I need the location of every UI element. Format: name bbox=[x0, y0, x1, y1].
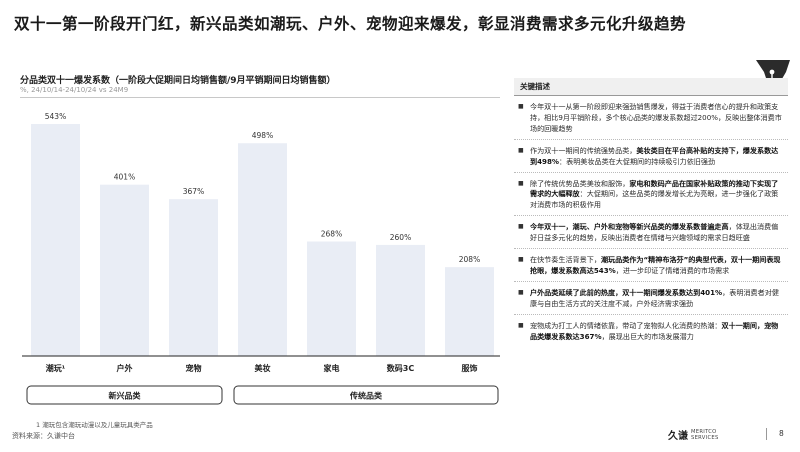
observation-text: ：大促期间，这些品类的爆发增长尤为亮眼，进一步强化了政策对消费市场的积极作用 bbox=[530, 189, 779, 210]
bar bbox=[169, 199, 218, 356]
observation-highlight: 今年双十一，潮玩、户外和宠物等新兴品类的爆发系数普遍走高 bbox=[530, 222, 729, 232]
observation-text: ，表明消费者对健康与自由生活方式的关注度不减，户外经济需求强劲 bbox=[530, 287, 779, 308]
category-label: 户外 bbox=[117, 363, 133, 373]
category-label: 数码3C bbox=[387, 363, 415, 373]
logo-chinese: 久谦 bbox=[668, 431, 688, 442]
source-note: 资料来源：久谦中台 bbox=[12, 432, 75, 440]
category-group-box bbox=[233, 385, 499, 405]
observation-item: 户外品类延续了此前的热度，双十一期间爆发系数达到401%，表明消费者对健康与自由… bbox=[514, 288, 788, 315]
observation-text: 宠物成为打工人的情绪依靠，带动了宠物拟人化消费的热潮： bbox=[530, 320, 722, 330]
category-group-label: 传统品类 bbox=[349, 391, 382, 401]
bar bbox=[445, 267, 494, 356]
observation-text: ：表明美妆品类在大促期间的持续吸引力依旧强劲 bbox=[559, 156, 716, 166]
company-logo: 久谦 MERITCO SERVICES bbox=[668, 427, 719, 443]
observation-highlight: 潮玩品类作为“精神布洛芬”的典型代表，双十一期间表现抢眼，爆发系数高达543% bbox=[530, 255, 781, 275]
observation-item: 今年双十一，潮玩、户外和宠物等新兴品类的爆发系数普遍走高，体现出消费偏好日益多元… bbox=[514, 222, 788, 250]
footer-divider bbox=[766, 428, 767, 440]
observation-text: ，体现出消费偏好日益多元化的趋势，反映出消费者在情绪与兴趣领域的需求日趋旺盛 bbox=[530, 222, 779, 243]
observation-item: 除了传统优势品类美妆和服饰，家电和数码产品在国家补贴政策的推动下实现了需求的大幅… bbox=[514, 179, 788, 217]
observation-text: 除了传统优势品类美妆和服饰， bbox=[530, 178, 630, 188]
footnote: 1 潮玩包含潮玩动漫以及儿童玩具类产品 bbox=[36, 421, 153, 429]
page-number: 8 bbox=[779, 429, 784, 438]
observation-item: 作为双十一期间的传统强势品类，美妆类目在平台高补贴的支持下，爆发系数达到498%… bbox=[514, 146, 788, 173]
bar-value-label: 208% bbox=[459, 255, 480, 264]
observation-text: 在快节奏生活背景下， bbox=[530, 255, 601, 265]
bar bbox=[100, 184, 149, 356]
category-label: 潮玩¹ bbox=[46, 363, 66, 373]
logo-en-line1: MERITCO bbox=[691, 428, 717, 435]
observation-item: 在快节奏生活背景下，潮玩品类作为“精神布洛芬”的典型代表，双十一期间表现抢眼，爆… bbox=[514, 255, 788, 282]
bar bbox=[376, 244, 425, 356]
observation-highlight: 家电和数码产品在国家补贴政策的推动下实现了需求的大幅释放 bbox=[530, 178, 779, 199]
chart-unit-label: %, 24/10/14-24/10/24 vs 24M9 bbox=[20, 86, 129, 94]
observation-highlight: 双十一期间，宠物品类爆发系数达367% bbox=[530, 320, 779, 341]
category-label: 宠物 bbox=[186, 363, 202, 373]
logo-english: MERITCO SERVICES bbox=[691, 429, 719, 441]
chart-divider bbox=[20, 97, 500, 98]
observations-header: 关键描述 bbox=[514, 78, 788, 96]
observation-highlight: 美妆类目在平台高补贴的支持下，爆发系数达到498% bbox=[530, 145, 779, 166]
observation-item: 宠物成为打工人的情绪依靠，带动了宠物拟人化消费的热潮：双十一期间，宠物品类爆发系… bbox=[514, 321, 788, 347]
bar-value-label: 260% bbox=[390, 233, 411, 242]
observation-text: 今年双十一从第一阶段即迎来强劲销售爆发，得益于消费者信心的提升和政策支持，相比9… bbox=[530, 102, 782, 133]
category-label: 服饰 bbox=[462, 363, 478, 373]
observations-list: 今年双十一从第一阶段即迎来强劲销售爆发，得益于消费者信心的提升和政策支持，相比9… bbox=[514, 102, 788, 353]
observation-item: 今年双十一从第一阶段即迎来强劲销售爆发，得益于消费者信心的提升和政策支持，相比9… bbox=[514, 102, 788, 140]
bar bbox=[307, 241, 356, 356]
category-group-box bbox=[26, 385, 223, 405]
observation-text: 作为双十一期间的传统强势品类， bbox=[530, 145, 637, 155]
bar-value-label: 268% bbox=[321, 229, 342, 238]
bar-value-label: 401% bbox=[114, 173, 135, 182]
bar-value-label: 543% bbox=[45, 112, 66, 121]
bar-value-label: 498% bbox=[252, 131, 273, 140]
logo-en-line2: SERVICES bbox=[691, 434, 719, 441]
bar bbox=[238, 143, 287, 356]
category-group-label: 新兴品类 bbox=[109, 391, 141, 401]
observation-text: ，展现出巨大的市场发展潜力 bbox=[601, 331, 694, 341]
observation-text: ，进一步印证了情绪消费的市场需求 bbox=[615, 265, 730, 275]
category-label: 美妆 bbox=[255, 363, 271, 373]
category-label: 家电 bbox=[324, 363, 340, 373]
slide-title: 双十一第一阶段开门红，新兴品类如潮玩、户外、宠物迎来爆发，彰显消费需求多元化升级… bbox=[14, 14, 687, 33]
bar-chart: 543% 潮玩¹ 401% 户外 367% 宠物 498% 美妆 268% 家电 260% 数码3C 2… bbox=[22, 112, 500, 405]
bar-value-label: 367% bbox=[183, 187, 204, 196]
bar bbox=[31, 124, 80, 356]
observation-highlight: 户外品类延续了此前的热度，双十一期间爆发系数达到401% bbox=[530, 287, 723, 297]
chart-title: 分品类双十一爆发系数（一阶段大促期间日均销售额/9月平销期间日均销售额） bbox=[20, 76, 336, 86]
